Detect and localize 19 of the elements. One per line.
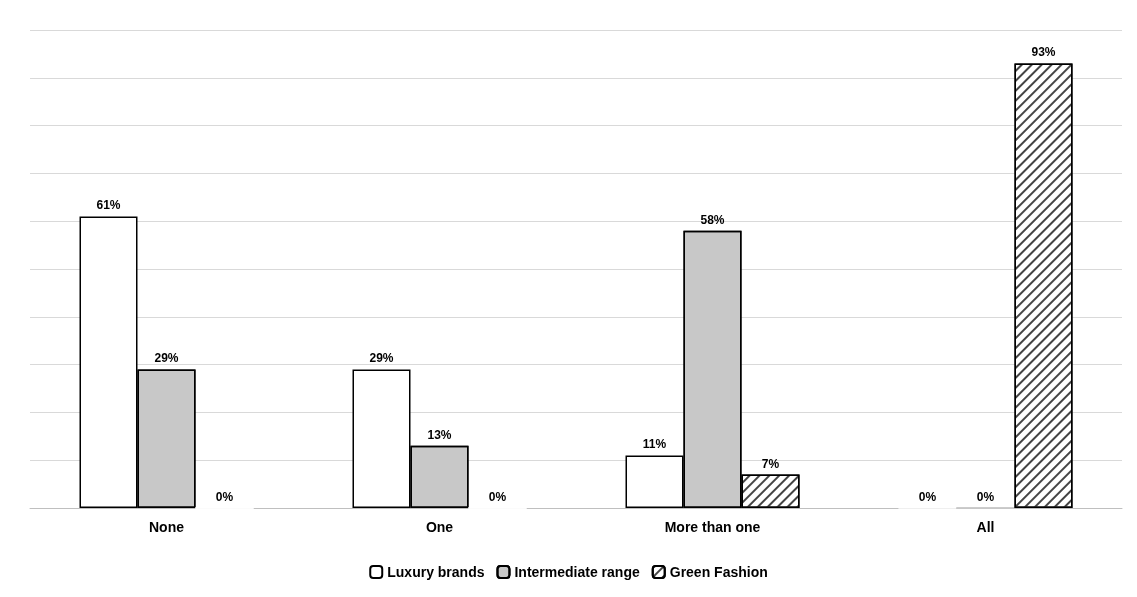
data-label: 93% — [1031, 45, 1056, 60]
data-label: 13% — [427, 427, 452, 442]
data-label: 0% — [215, 489, 234, 504]
data-label: 7% — [761, 456, 780, 471]
data-label: 11% — [642, 437, 667, 452]
data-label: 58% — [700, 212, 725, 227]
x-tick-label: All — [976, 519, 995, 535]
x-tick-label: One — [425, 519, 454, 535]
legend-label: Luxury brands — [387, 564, 485, 580]
x-tick-label: More than one — [664, 519, 761, 535]
legend-label: Green Fashion — [669, 564, 768, 580]
legend-label: Intermediate range — [514, 564, 640, 580]
data-label: 29% — [369, 351, 394, 366]
data-label: 0% — [976, 489, 995, 504]
x-tick-label: None — [149, 519, 185, 535]
data-label: 61% — [96, 198, 121, 213]
data-label: 0% — [918, 489, 937, 504]
data-label: 29% — [154, 351, 179, 366]
data-label: 0% — [488, 489, 507, 504]
